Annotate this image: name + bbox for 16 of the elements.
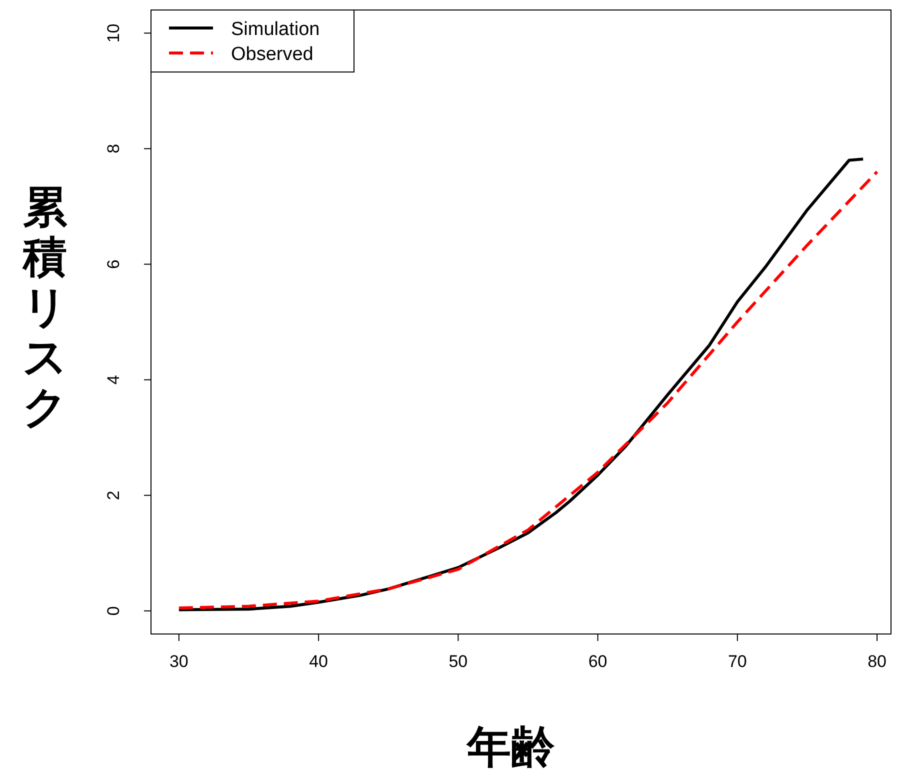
x-tick-label: 30 — [169, 652, 188, 672]
y-tick-label: 4 — [104, 375, 123, 385]
x-tick-label: 70 — [728, 652, 747, 672]
x-tick-label: 80 — [868, 652, 886, 672]
legend-label: Observed — [231, 44, 314, 65]
y-tick-label: 10 — [104, 24, 123, 43]
x-tick-label: 40 — [309, 652, 328, 672]
y-axis-title: 累積リスク — [22, 183, 68, 432]
x-tick-label: 50 — [448, 652, 468, 672]
y-tick-label: 2 — [104, 490, 123, 500]
y-tick-label: 6 — [104, 259, 123, 269]
y-tick-label: 0 — [104, 606, 123, 616]
y-tick-label: 8 — [104, 144, 123, 154]
legend-label: Simulation — [231, 19, 320, 40]
x-axis-title: 年齢 — [466, 723, 555, 772]
x-tick-label: 60 — [588, 652, 608, 672]
